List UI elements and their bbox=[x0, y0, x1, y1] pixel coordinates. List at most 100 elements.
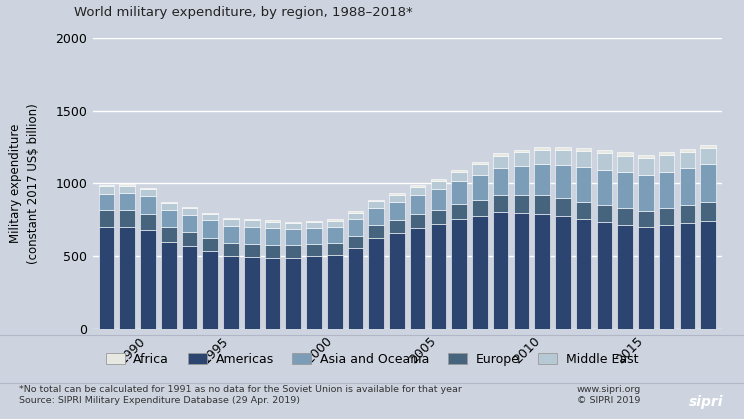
Bar bbox=[389, 220, 405, 233]
Bar bbox=[576, 151, 591, 167]
Bar bbox=[597, 222, 612, 329]
Bar bbox=[347, 248, 363, 329]
Bar bbox=[347, 236, 363, 248]
Bar bbox=[700, 202, 716, 221]
Text: World military expenditure, by region, 1988–2018*: World military expenditure, by region, 1… bbox=[74, 6, 413, 19]
Bar bbox=[161, 203, 176, 210]
Bar bbox=[680, 152, 695, 168]
Bar bbox=[223, 226, 239, 243]
Bar bbox=[431, 179, 446, 181]
Bar bbox=[182, 215, 197, 232]
Bar bbox=[327, 220, 342, 221]
Bar bbox=[493, 212, 508, 329]
Bar bbox=[161, 241, 176, 329]
Bar bbox=[99, 186, 115, 194]
Bar bbox=[534, 147, 550, 150]
Bar bbox=[472, 164, 488, 175]
Bar bbox=[265, 220, 280, 222]
Bar bbox=[555, 150, 571, 165]
Bar bbox=[223, 256, 239, 329]
Bar bbox=[659, 208, 675, 225]
Bar bbox=[700, 164, 716, 202]
Bar bbox=[555, 165, 571, 198]
Bar bbox=[202, 213, 218, 214]
Bar bbox=[410, 187, 426, 195]
Bar bbox=[638, 158, 654, 175]
Bar bbox=[452, 170, 467, 172]
Bar bbox=[410, 186, 426, 187]
Bar bbox=[431, 189, 446, 210]
Bar bbox=[307, 221, 321, 222]
Bar bbox=[638, 227, 654, 329]
Bar bbox=[659, 225, 675, 329]
Bar bbox=[431, 224, 446, 329]
Bar bbox=[307, 228, 321, 244]
Bar bbox=[161, 210, 176, 227]
Bar bbox=[140, 197, 155, 214]
Bar bbox=[555, 216, 571, 329]
Bar bbox=[265, 245, 280, 258]
Text: sipri: sipri bbox=[689, 395, 723, 409]
Bar bbox=[327, 255, 342, 329]
Bar bbox=[347, 213, 363, 219]
Bar bbox=[493, 153, 508, 155]
Text: www.sipri.org
© SIPRI 2019: www.sipri.org © SIPRI 2019 bbox=[577, 385, 641, 405]
Bar bbox=[244, 220, 260, 227]
Bar bbox=[389, 202, 405, 220]
Bar bbox=[618, 225, 633, 329]
Bar bbox=[182, 246, 197, 329]
Bar bbox=[513, 153, 529, 166]
Bar bbox=[576, 202, 591, 219]
Bar bbox=[244, 227, 260, 244]
Bar bbox=[700, 221, 716, 329]
Bar bbox=[680, 149, 695, 152]
Bar bbox=[120, 193, 135, 210]
Bar bbox=[120, 227, 135, 329]
Bar bbox=[99, 194, 115, 210]
Bar bbox=[182, 232, 197, 246]
Bar bbox=[513, 213, 529, 329]
Bar bbox=[700, 148, 716, 164]
Bar bbox=[410, 228, 426, 329]
Bar bbox=[410, 195, 426, 215]
Bar bbox=[347, 219, 363, 236]
Bar bbox=[513, 166, 529, 194]
Bar bbox=[659, 155, 675, 172]
Bar bbox=[452, 172, 467, 181]
Bar bbox=[555, 147, 571, 150]
Bar bbox=[99, 227, 115, 329]
Bar bbox=[265, 228, 280, 245]
Bar bbox=[576, 219, 591, 329]
Bar bbox=[452, 204, 467, 219]
Bar bbox=[120, 184, 135, 186]
Bar bbox=[452, 181, 467, 204]
Legend: Africa, Americas, Asia and Oceania, Europe, Middle East: Africa, Americas, Asia and Oceania, Euro… bbox=[101, 348, 643, 371]
Bar bbox=[120, 186, 135, 193]
Bar bbox=[307, 222, 321, 228]
Bar bbox=[307, 244, 321, 256]
Bar bbox=[286, 222, 301, 223]
Bar bbox=[576, 148, 591, 151]
Bar bbox=[223, 243, 239, 256]
Bar bbox=[286, 246, 301, 258]
Bar bbox=[472, 162, 488, 164]
Bar bbox=[389, 194, 405, 202]
Bar bbox=[513, 150, 529, 153]
Bar bbox=[182, 207, 197, 208]
Bar bbox=[534, 214, 550, 329]
Bar bbox=[389, 233, 405, 329]
Bar bbox=[638, 175, 654, 211]
Bar bbox=[99, 185, 115, 186]
Bar bbox=[99, 210, 115, 227]
Text: *No total can be calculated for 1991 as no data for the Soviet Union is availabl: *No total can be calculated for 1991 as … bbox=[19, 385, 461, 405]
Bar bbox=[161, 227, 176, 241]
Bar bbox=[120, 210, 135, 227]
Bar bbox=[534, 164, 550, 195]
Bar bbox=[368, 225, 384, 238]
Bar bbox=[368, 199, 384, 201]
Bar bbox=[700, 145, 716, 148]
Bar bbox=[286, 229, 301, 246]
Bar bbox=[327, 221, 342, 227]
Bar bbox=[410, 215, 426, 228]
Bar bbox=[244, 257, 260, 329]
